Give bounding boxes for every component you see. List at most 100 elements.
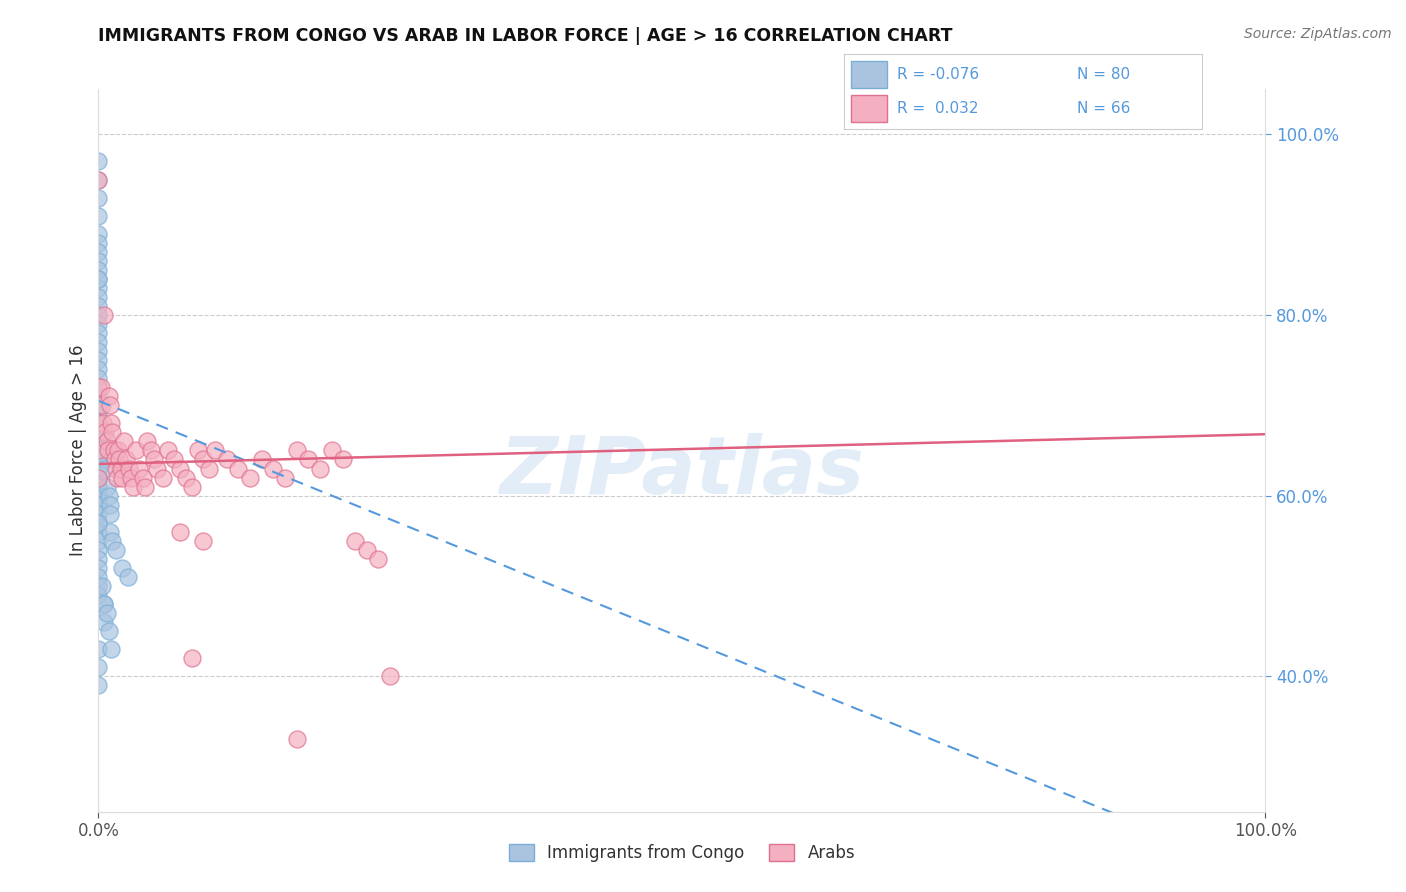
Point — [87, 172, 110, 186]
Point — [87, 417, 110, 431]
Point — [122, 480, 145, 494]
Point — [97, 443, 120, 458]
Point — [120, 470, 142, 484]
Point — [104, 452, 127, 467]
FancyBboxPatch shape — [851, 95, 887, 122]
Point — [146, 461, 169, 475]
Point — [274, 470, 297, 484]
Point — [87, 443, 110, 458]
Point — [87, 244, 110, 259]
Point — [157, 443, 180, 458]
Point — [321, 443, 343, 458]
Y-axis label: In Labor Force | Age > 16: In Labor Force | Age > 16 — [69, 344, 87, 557]
Point — [87, 489, 110, 503]
Point — [87, 389, 110, 403]
Point — [87, 172, 110, 186]
Point — [228, 461, 250, 475]
Point — [169, 524, 191, 539]
Point — [87, 561, 110, 575]
Point — [101, 533, 124, 548]
Point — [309, 461, 332, 475]
Point — [169, 461, 191, 475]
Point — [105, 470, 128, 484]
Point — [193, 533, 215, 548]
Point — [87, 588, 110, 602]
Point — [90, 579, 112, 593]
Point — [87, 443, 110, 458]
Point — [87, 489, 110, 503]
Point — [204, 443, 226, 458]
Point — [87, 579, 110, 593]
Point — [96, 480, 118, 494]
Point — [118, 461, 141, 475]
Point — [87, 498, 110, 512]
Point — [87, 326, 110, 340]
Point — [98, 498, 121, 512]
Point — [87, 263, 110, 277]
Point — [180, 651, 202, 665]
Point — [87, 299, 110, 313]
Point — [87, 154, 110, 169]
Point — [87, 470, 110, 484]
Point — [91, 417, 114, 431]
Point — [87, 425, 110, 440]
Point — [87, 191, 110, 205]
Point — [87, 253, 110, 268]
Point — [107, 443, 129, 458]
Point — [93, 615, 115, 629]
Point — [87, 498, 110, 512]
Point — [87, 461, 110, 475]
Point — [112, 434, 135, 449]
Point — [87, 281, 110, 295]
Point — [87, 660, 110, 674]
Legend: Immigrants from Congo, Arabs: Immigrants from Congo, Arabs — [502, 837, 862, 869]
Point — [87, 272, 110, 286]
Point — [87, 317, 110, 331]
Point — [87, 407, 110, 422]
Point — [87, 452, 110, 467]
Point — [87, 380, 110, 394]
Point — [125, 443, 148, 458]
FancyBboxPatch shape — [851, 62, 887, 87]
Point — [97, 389, 120, 403]
Point — [215, 452, 238, 467]
Point — [87, 380, 110, 394]
Point — [87, 227, 110, 241]
Point — [103, 443, 125, 458]
Point — [143, 452, 166, 467]
Point — [87, 417, 110, 431]
Point — [87, 334, 110, 349]
Point — [100, 642, 122, 657]
Point — [139, 443, 162, 458]
Point — [98, 398, 121, 412]
Point — [115, 452, 138, 467]
Point — [93, 597, 115, 611]
Point — [87, 417, 110, 431]
Text: R =  0.032: R = 0.032 — [897, 101, 979, 116]
Point — [87, 425, 110, 440]
Point — [87, 542, 110, 557]
Point — [193, 452, 215, 467]
Text: Source: ZipAtlas.com: Source: ZipAtlas.com — [1244, 27, 1392, 41]
Point — [87, 470, 110, 484]
Point — [87, 398, 110, 412]
Point — [87, 452, 110, 467]
Text: R = -0.076: R = -0.076 — [897, 67, 980, 82]
Point — [100, 417, 122, 431]
Point — [134, 480, 156, 494]
Point — [152, 470, 174, 484]
Point — [87, 524, 110, 539]
Text: N = 80: N = 80 — [1077, 67, 1130, 82]
Point — [101, 425, 124, 440]
Point — [344, 533, 367, 548]
Point — [174, 470, 197, 484]
Point — [87, 570, 110, 584]
Point — [87, 480, 110, 494]
Point — [87, 272, 110, 286]
Point — [87, 353, 110, 368]
Point — [297, 452, 319, 467]
Point — [132, 470, 155, 484]
Point — [87, 443, 110, 458]
Point — [87, 434, 110, 449]
Point — [262, 461, 284, 475]
